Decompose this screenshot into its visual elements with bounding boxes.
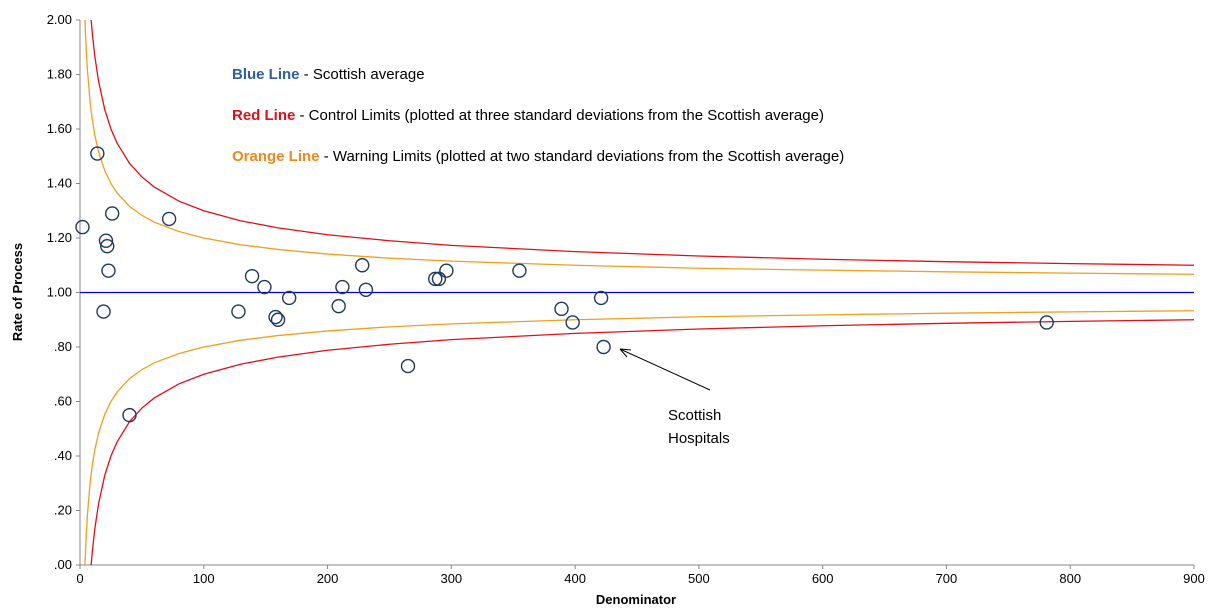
y-tick-label: .20 xyxy=(54,503,72,518)
hospital-point xyxy=(512,263,527,278)
hospital-point xyxy=(335,279,350,295)
hospital-point xyxy=(268,309,283,325)
y-tick-label: 1.60 xyxy=(47,121,72,136)
note: Orange Line - Warning Limits (plotted at… xyxy=(232,148,844,165)
hospital-point xyxy=(331,298,346,314)
hospital-point xyxy=(96,304,111,319)
hospital-point xyxy=(439,263,454,278)
limit-line xyxy=(84,310,1194,565)
limit-line xyxy=(90,319,1194,565)
x-tick-label: 100 xyxy=(193,571,215,586)
hospital-point xyxy=(98,233,114,248)
y-tick-label: 1.00 xyxy=(47,285,72,300)
note-label: Orange Line xyxy=(232,148,320,165)
x-tick-label: 200 xyxy=(317,571,339,586)
limit-line xyxy=(84,20,1194,275)
note: Blue Line - Scottish average xyxy=(232,66,425,83)
y-tick-label: .00 xyxy=(54,557,72,572)
hospital-point xyxy=(400,358,416,374)
hospital-point xyxy=(358,282,374,297)
limit-line xyxy=(90,20,1194,266)
hospital-point xyxy=(104,206,120,221)
hospital-point xyxy=(596,339,611,355)
x-tick-label: 0 xyxy=(76,571,83,586)
hospital-point xyxy=(281,290,297,306)
x-tick-label: 900 xyxy=(1183,571,1205,586)
arrow-head xyxy=(619,348,632,358)
x-tick-label: 800 xyxy=(1059,571,1081,586)
note: Red Line - Control Limits (plotted at th… xyxy=(232,107,824,124)
hospital-point xyxy=(257,279,272,295)
hospital-point xyxy=(593,290,609,306)
y-tick-label: 2.00 xyxy=(47,12,72,27)
y-axis-label: Rate of Process xyxy=(10,243,25,341)
hospital-point xyxy=(1039,315,1054,330)
hospital-point xyxy=(554,301,569,317)
x-tick-label: 500 xyxy=(688,571,710,586)
x-tick-label: 300 xyxy=(440,571,462,586)
x-tick-label: 600 xyxy=(812,571,834,586)
hospital-point xyxy=(122,407,137,423)
hospital-point xyxy=(100,238,115,254)
note-text: - Control Limits (plotted at three stand… xyxy=(295,107,824,124)
hospital-point xyxy=(431,271,447,287)
y-tick-label: 1.40 xyxy=(47,176,72,191)
note-text: - Scottish average xyxy=(300,66,425,83)
plot-area xyxy=(80,20,1194,565)
hospital-point xyxy=(231,304,246,319)
note-label: Blue Line xyxy=(232,66,300,83)
annotation: Scottish xyxy=(668,407,721,424)
hospital-point xyxy=(565,315,580,330)
hospital-point xyxy=(90,146,105,161)
y-tick-label: 1.80 xyxy=(47,67,72,82)
note-text: - Warning Limits (plotted at two standar… xyxy=(320,148,845,165)
y-tick-label: .40 xyxy=(54,448,72,463)
hospital-point xyxy=(355,258,370,273)
hospital-point xyxy=(270,312,286,327)
y-tick-label: 1.20 xyxy=(47,230,72,245)
hospital-point xyxy=(244,268,260,284)
hospital-point xyxy=(101,263,116,278)
annotation-arrow xyxy=(619,348,711,391)
note-label: Red Line xyxy=(232,107,295,124)
hospital-point xyxy=(428,271,443,287)
hospital-point xyxy=(75,219,90,235)
x-axis-label: Denominator xyxy=(596,592,676,607)
y-tick-label: .80 xyxy=(54,339,72,354)
hospital-point xyxy=(161,211,177,227)
y-tick-label: .60 xyxy=(54,394,72,409)
x-tick-label: 700 xyxy=(936,571,958,586)
x-tick-label: 400 xyxy=(564,571,586,586)
annotation: Hospitals xyxy=(668,430,730,447)
